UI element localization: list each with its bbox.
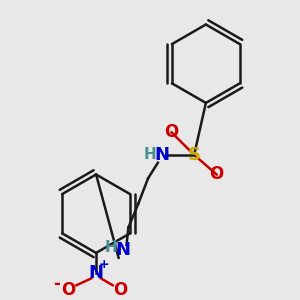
Text: -: -: [53, 275, 60, 293]
Text: O: O: [61, 281, 76, 299]
Text: +: +: [99, 258, 109, 271]
Text: O: O: [209, 166, 224, 184]
Text: N: N: [88, 263, 104, 281]
Text: O: O: [164, 123, 179, 141]
Text: H: H: [144, 147, 156, 162]
Text: N: N: [154, 146, 169, 164]
Text: S: S: [188, 146, 201, 164]
Text: O: O: [113, 281, 128, 299]
Text: H: H: [104, 239, 117, 254]
Text: N: N: [115, 241, 130, 259]
